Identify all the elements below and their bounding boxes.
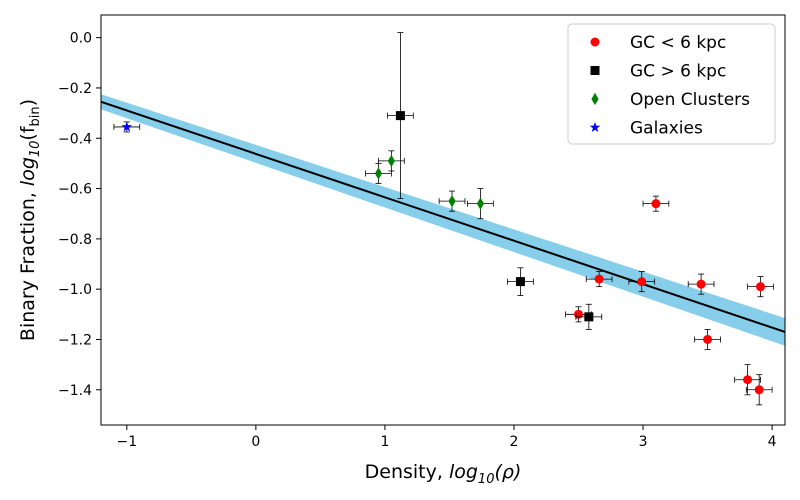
open-clusters-marker — [476, 197, 485, 210]
legend-box — [567, 23, 776, 145]
y-tick-label: −0.2 — [58, 81, 92, 97]
legend: GC < 6 kpc GC > 6 kpc Open Clusters Galaxie… — [567, 23, 776, 145]
y-tick-label: 0.0 — [70, 31, 92, 47]
y-tick-label: −1.2 — [58, 332, 92, 348]
galaxies-marker — [121, 121, 133, 132]
data-point — [467, 188, 494, 220]
data-point — [387, 32, 414, 200]
gc-6-kpc-marker — [703, 334, 713, 344]
gc-6-kpc-marker — [584, 312, 594, 322]
fit-band-layer — [101, 94, 785, 346]
legend-marker-open-clusters — [591, 92, 599, 106]
fit-line — [100, 100, 786, 333]
data-point — [747, 276, 774, 298]
x-axis-label: Density, log10(ρ) — [365, 461, 522, 487]
fit-line-layer — [100, 100, 786, 333]
gc-6-kpc-marker — [696, 279, 706, 289]
gc-6-kpc-marker — [754, 385, 764, 395]
x-tick-label: −1 — [116, 434, 137, 450]
fit-confidence-band — [101, 94, 785, 346]
y-tick-label: −1.0 — [58, 282, 92, 298]
y-tick-label: −0.4 — [58, 131, 92, 147]
gc-6-kpc-marker — [515, 277, 525, 287]
y-tick-label: −0.8 — [58, 232, 92, 248]
legend-marker-galaxies — [589, 121, 601, 133]
y-axis: 0.0 −0.2 −0.4 −0.6 −0.8 −1.0 −1.2 −1.4 — [58, 31, 101, 399]
gc-6-kpc-marker — [743, 375, 753, 385]
legend-label-open-clusters: Open Clusters — [630, 90, 750, 110]
data-point — [687, 273, 715, 295]
gc-6-kpc-marker — [637, 277, 647, 287]
data-point — [365, 163, 392, 184]
open-clusters-marker — [387, 154, 395, 167]
gc-6-kpc-marker — [651, 199, 661, 209]
y-axis-label: Binary Fraction, log10(fbin) — [17, 99, 43, 341]
y-tick-label: −0.6 — [58, 182, 92, 198]
plot-frame — [100, 14, 786, 426]
data-point — [575, 303, 603, 330]
y-tick-label: −1.4 — [58, 383, 92, 399]
gc-6-kpc-marker — [395, 111, 405, 121]
open-clusters-marker — [448, 195, 456, 208]
legend-label-galaxies: Galaxies — [630, 119, 703, 139]
data-point — [585, 271, 613, 288]
data-point — [378, 150, 405, 172]
x-tick-label: 0 — [251, 434, 260, 450]
legend-label-gc-6-kpc: GC > 6 kpc — [630, 62, 726, 82]
data-point — [438, 190, 466, 212]
legend-marker-gc-6-kpc — [590, 37, 600, 47]
legend-marker-gc-6-kpc — [590, 66, 600, 75]
data-points-layer — [113, 32, 774, 406]
data-point — [507, 267, 534, 296]
x-axis: −1 0 1 2 3 4 — [116, 425, 777, 450]
data-point — [745, 374, 773, 406]
x-tick-label: 1 — [380, 434, 389, 450]
x-tick-label: 3 — [639, 434, 648, 450]
data-point — [694, 329, 721, 350]
gc-6-kpc-marker — [755, 282, 765, 292]
x-tick-label: 2 — [510, 434, 519, 450]
open-clusters-marker — [374, 167, 383, 180]
gc-6-kpc-marker — [594, 274, 604, 284]
gc-6-kpc-marker — [574, 309, 584, 319]
data-point — [113, 121, 141, 133]
x-tick-label: 4 — [768, 434, 777, 450]
legend-label-gc-6-kpc: GC < 6 kpc — [630, 33, 726, 53]
data-point — [628, 271, 656, 293]
data-point — [642, 195, 670, 212]
